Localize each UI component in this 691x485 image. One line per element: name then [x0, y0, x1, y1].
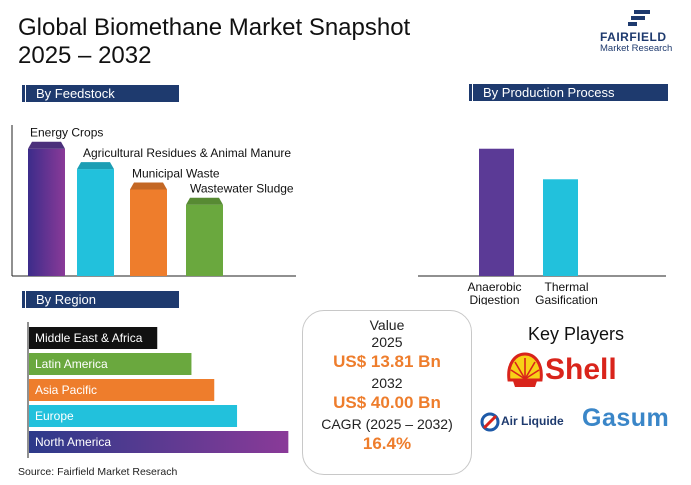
feedstock-label-municipal-waste: Municipal Waste: [132, 166, 220, 180]
region-label-europe: Europe: [35, 409, 74, 423]
value-summary-box: Value 2025 US$ 13.81 Bn 2032 US$ 40.00 B…: [302, 310, 472, 475]
title-line-1: Global Biomethane Market Snapshot: [18, 14, 411, 41]
feedstock-bar-agricultural-residues-animal-manure: [77, 169, 114, 276]
region-label-latin-america: Latin America: [35, 357, 108, 371]
region-bar-europe: [29, 405, 238, 427]
value-year-2025: 2025: [371, 334, 403, 350]
feedstock-bar-wastewater-sludge: [186, 204, 223, 276]
gasum-logo: Gasum: [580, 404, 680, 438]
feedstock-bar-cap-agricultural-residues-animal-manure: [77, 162, 114, 170]
gasum-wordmark: Gasum: [582, 404, 670, 432]
feedstock-bar-cap-municipal-waste: [130, 182, 167, 190]
production-label-thermal-gasification: Thermal Gasification: [535, 280, 598, 305]
shell-wordmark: Shell: [545, 353, 617, 386]
logo-subtitle: Market Research: [600, 43, 673, 54]
page-title: Global Biomethane Market Snapshot 2025 –…: [18, 14, 410, 70]
production-bar-anaerobic-digestion: [479, 148, 514, 276]
cagr-label: CAGR (2025 – 2032): [321, 416, 453, 432]
feedstock-bar-municipal-waste: [130, 189, 167, 276]
region-label-asia-pacific: Asia Pacific: [35, 383, 97, 397]
logo-name: FAIRFIELD: [600, 30, 667, 44]
value-amount-2032: US$ 40.00 Bn: [333, 393, 441, 412]
fairfield-mark-icon: [628, 10, 650, 26]
source-note: Source: Fairfield Market Reserach: [18, 466, 178, 478]
value-label: Value: [369, 317, 405, 333]
feedstock-label-wastewater-sludge: Wastewater Sludge: [190, 182, 294, 196]
airliquide-logo: Air Liquide: [480, 410, 570, 434]
key-players-title: Key Players: [528, 324, 625, 344]
section-bar-production: By Production Process: [469, 84, 668, 101]
cagr-value: 16.4%: [362, 434, 412, 453]
production-bar-thermal-gasification: [543, 179, 578, 276]
value-year-2032: 2032: [371, 375, 403, 391]
region-bar-asia-pacific: [29, 379, 215, 401]
feedstock-bar-energy-crops: [28, 148, 65, 276]
region-label-north-america: North America: [35, 435, 111, 449]
section-bar-region: By Region: [22, 291, 179, 308]
feedstock-label-energy-crops: Energy Crops: [30, 126, 103, 140]
feedstock-bar-cap-energy-crops: [28, 141, 65, 149]
shell-pecten-icon: [507, 352, 543, 387]
region-chart: Middle East & Africa Latin America Asia Pa…: [27, 322, 289, 458]
section-bar-feedstock: By Feedstock: [22, 85, 179, 102]
production-label-anaerobic-digestion: Anaerobic Digestion: [467, 280, 521, 305]
value-amount-2025: US$ 13.81 Bn: [333, 352, 441, 371]
production-chart: Anaerobic Digestion Thermal Gasification: [418, 148, 666, 305]
title-line-2: 2025 – 2032: [18, 42, 152, 69]
feedstock-bar-cap-wastewater-sludge: [186, 197, 223, 205]
airliquide-wordmark: Air Liquide: [501, 414, 564, 428]
region-label-middle-east-africa: Middle East & Africa: [35, 331, 143, 345]
fairfield-logo: FAIRFIELD Market Research: [586, 10, 686, 56]
region-bar-north-america: [29, 431, 289, 453]
region-bar-middle-east-africa: [29, 327, 158, 349]
feedstock-chart: Energy Crops Agricultural Residues & Anim…: [11, 125, 296, 277]
shell-logo: Shell: [505, 350, 635, 390]
feedstock-label-agricultural-residues-animal-manure: Agricultural Residues & Animal Manure: [83, 146, 291, 160]
airliquide-mark-icon: [480, 412, 500, 432]
region-bar-latin-america: [29, 353, 192, 375]
